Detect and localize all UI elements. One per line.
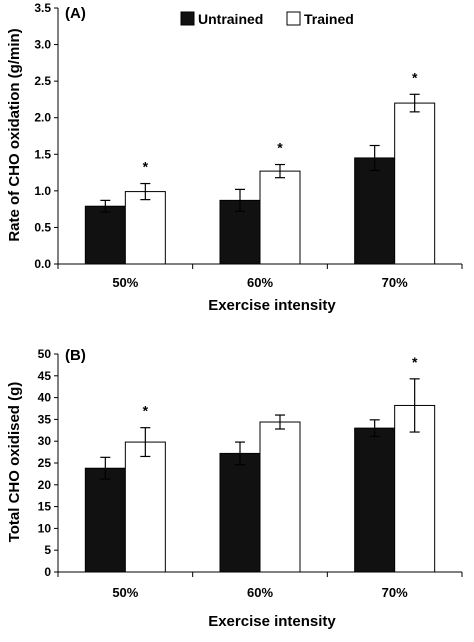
y-tick-label: 50 bbox=[38, 347, 52, 361]
bar-untrained bbox=[219, 452, 261, 573]
y-tick-label: 0.0 bbox=[34, 257, 51, 271]
legend-label-trained: Trained bbox=[304, 11, 354, 27]
bar-untrained bbox=[84, 205, 126, 265]
y-tick-label: 1.0 bbox=[34, 184, 51, 198]
y-tick-label: 0 bbox=[44, 565, 51, 579]
y-tick-label: 45 bbox=[38, 369, 52, 383]
y-tick-label: 35 bbox=[38, 412, 52, 426]
y-tick-label: 1.5 bbox=[34, 147, 51, 161]
panel-a-marks: 0.0 0.5 1.0 1.5 2.0 2.5 3.0 3.5 50% * 60% * 70% * bbox=[34, 1, 463, 290]
significance-star: * bbox=[143, 403, 149, 419]
legend-a: Untrained Trained bbox=[180, 11, 354, 27]
panel-label-a: (A) bbox=[65, 5, 86, 22]
bar-untrained bbox=[354, 427, 396, 573]
bar-trained bbox=[394, 404, 436, 573]
x-tick-label: 70% bbox=[382, 585, 408, 600]
significance-star: * bbox=[412, 354, 418, 370]
y-axis-title-a: Rate of CHO oxidation (g/min) bbox=[6, 28, 23, 241]
bar-trained bbox=[394, 102, 436, 265]
bar-trained bbox=[259, 170, 301, 265]
y-tick-label: 3.0 bbox=[34, 38, 51, 52]
bar-trained bbox=[124, 191, 166, 265]
legend-swatch-untrained bbox=[180, 11, 195, 26]
x-tick-label: 50% bbox=[112, 585, 138, 600]
bar-trained bbox=[124, 441, 166, 573]
x-tick-label: 60% bbox=[247, 275, 273, 290]
y-tick-label: 2.5 bbox=[34, 74, 51, 88]
x-tick-label: 50% bbox=[112, 275, 138, 290]
y-tick-label: 2.0 bbox=[34, 111, 51, 125]
significance-star: * bbox=[277, 140, 283, 156]
legend-swatch-trained bbox=[286, 11, 301, 26]
y-tick-label: 20 bbox=[38, 478, 52, 492]
chart-panel-a: (A) Rate of CHO oxidation (g/min) Exerci… bbox=[6, 1, 463, 314]
legend-label-untrained: Untrained bbox=[198, 11, 263, 27]
y-tick-label: 3.5 bbox=[34, 1, 51, 15]
y-tick-label: 10 bbox=[38, 521, 52, 535]
panel-b-marks: 0 5 10 15 20 25 30 35 40 45 50 50% * 60% 70% * bbox=[38, 347, 463, 600]
x-tick-label: 60% bbox=[247, 585, 273, 600]
x-tick-label: 70% bbox=[382, 275, 408, 290]
x-axis-title-b: Exercise intensity bbox=[208, 613, 336, 630]
x-axis-title-a: Exercise intensity bbox=[208, 297, 336, 314]
bar-untrained bbox=[84, 467, 126, 573]
bar-untrained bbox=[354, 157, 396, 265]
bar-trained bbox=[259, 421, 301, 573]
y-tick-label: 25 bbox=[38, 456, 52, 470]
chart-panel-b: (B) Total CHO oxidised (g) Exercise inte… bbox=[6, 347, 463, 630]
y-tick-label: 5 bbox=[44, 543, 51, 557]
y-tick-label: 15 bbox=[38, 500, 52, 514]
significance-star: * bbox=[412, 69, 418, 85]
y-tick-label: 0.5 bbox=[34, 220, 51, 234]
y-axis-title-b: Total CHO oxidised (g) bbox=[6, 382, 23, 543]
y-tick-label: 30 bbox=[38, 434, 52, 448]
panel-label-b: (B) bbox=[65, 347, 86, 364]
significance-star: * bbox=[143, 159, 149, 175]
y-tick-label: 40 bbox=[38, 391, 52, 405]
